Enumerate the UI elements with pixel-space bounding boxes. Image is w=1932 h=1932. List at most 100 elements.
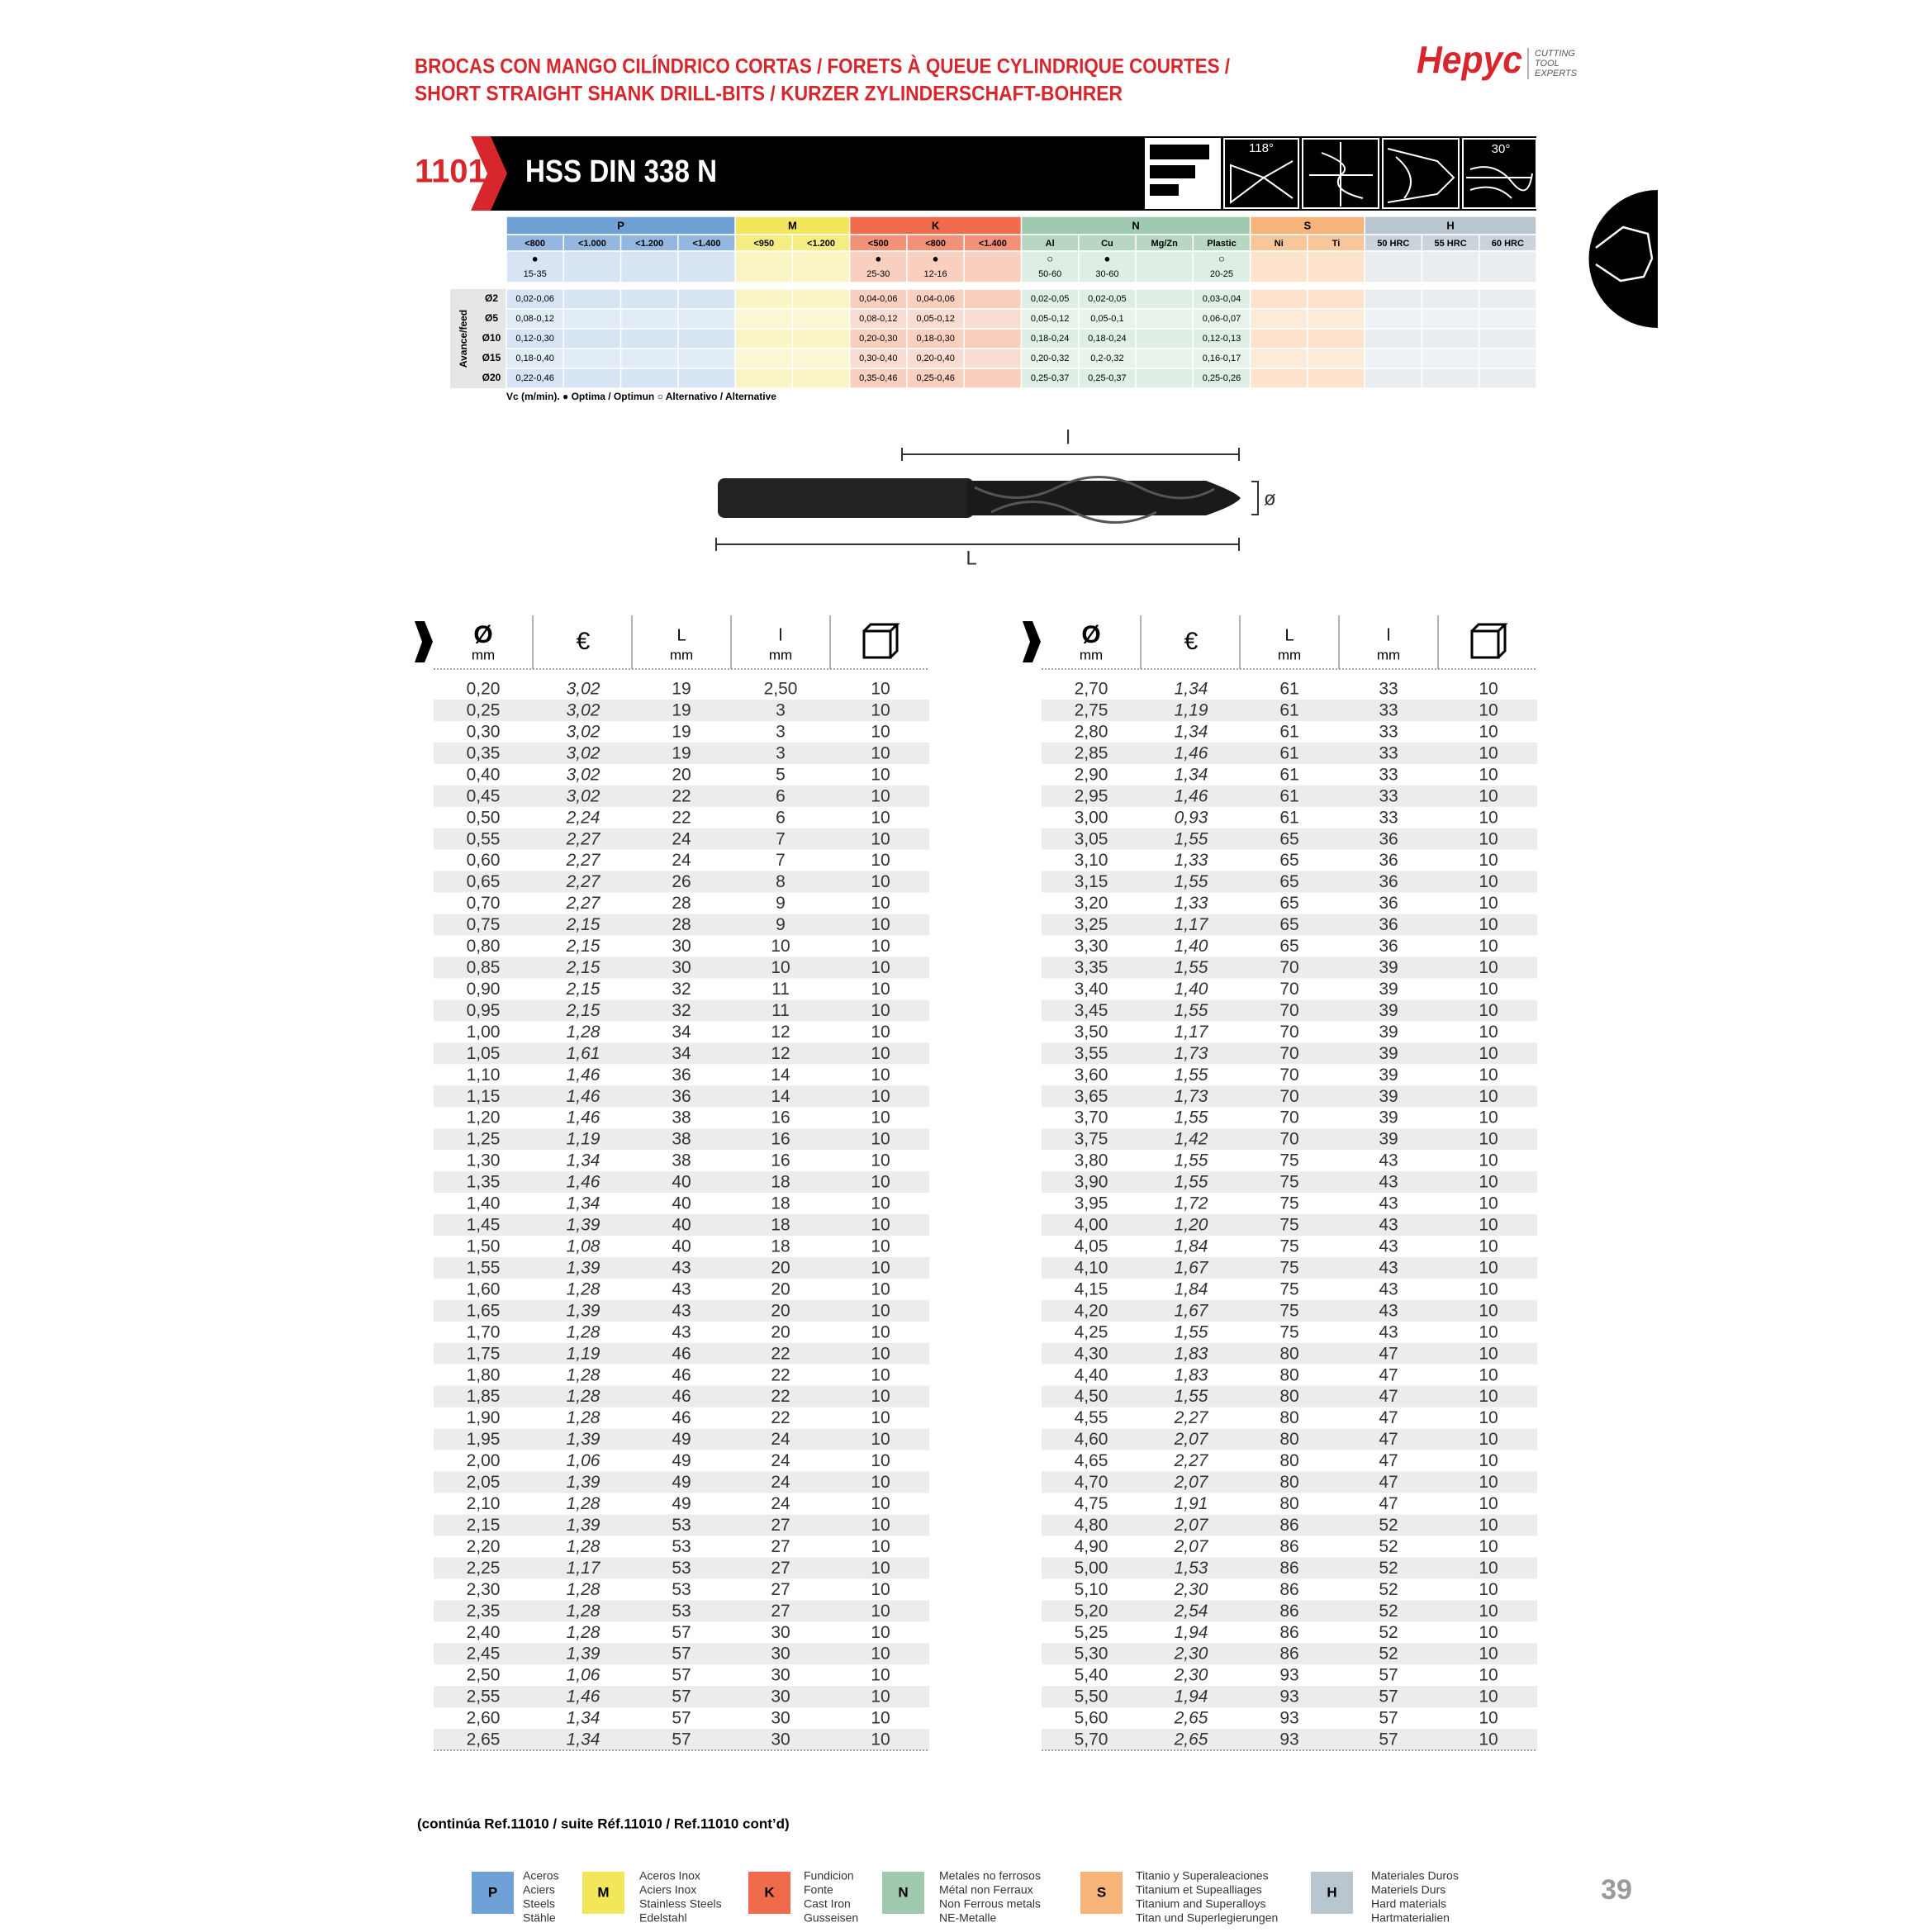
feed-value: 0,02-0,06: [515, 294, 553, 304]
cell: 43: [1379, 1151, 1398, 1170]
cell: 10: [1479, 1173, 1498, 1192]
row-shade: [1042, 1557, 1537, 1579]
cell: 10: [1479, 786, 1498, 805]
cutting-speed: 30-60: [1095, 269, 1118, 279]
cell: 27: [771, 1559, 790, 1578]
cell: 1,72: [1175, 1194, 1208, 1213]
feed-value: 0,03-0,04: [1203, 294, 1241, 304]
row-shade: [434, 999, 929, 1022]
feed-cell: [963, 288, 1023, 310]
row-shade: [1042, 828, 1537, 850]
feed-cell: [619, 348, 679, 369]
cell: 10: [871, 680, 890, 699]
legend-swatch: [1311, 1872, 1353, 1914]
cell: 20: [771, 1279, 790, 1298]
cell: 10: [1479, 1279, 1498, 1298]
cell: 12: [771, 1023, 790, 1042]
cell: 46: [672, 1365, 691, 1384]
feed-value: 0,18-0,40: [515, 354, 553, 363]
cell: 1,46: [1175, 786, 1208, 805]
cell: 1,28: [567, 1494, 600, 1513]
legend-text: Titan und Superlegierungen: [1136, 1911, 1278, 1925]
feed-value: 0,04-0,06: [859, 294, 897, 304]
column-label: <800: [525, 239, 545, 249]
cell: 10: [1479, 1301, 1498, 1320]
cell: 24: [771, 1473, 790, 1492]
cell: 1,83: [1175, 1365, 1208, 1384]
cell: 1,55: [1175, 1108, 1208, 1127]
cell: 2,27: [1174, 1451, 1209, 1470]
cell: 10: [1479, 958, 1498, 977]
row-shade: [434, 1385, 929, 1407]
cell: 10: [1479, 1258, 1498, 1277]
cell: 2,07: [1174, 1537, 1209, 1556]
cell: 3,35: [1075, 958, 1108, 977]
cell: 2,50: [467, 1666, 501, 1685]
cell: 8: [776, 872, 786, 891]
cell: 10: [871, 1430, 890, 1449]
legend-text: Metales no ferrosos: [939, 1869, 1041, 1882]
cell: 2,95: [1075, 786, 1108, 805]
cell: 14: [771, 1066, 790, 1085]
cell: 36: [1379, 872, 1398, 891]
cell: 1,84: [1175, 1279, 1208, 1298]
cell: 10: [1479, 1023, 1498, 1042]
cell: 40: [672, 1216, 691, 1235]
cell: 20: [771, 1258, 790, 1277]
cell: 1,28: [567, 1387, 600, 1406]
cell: 2,07: [1174, 1516, 1209, 1535]
cell: 40: [672, 1237, 691, 1256]
feed-cell: [1364, 368, 1423, 389]
row-shade: [434, 1729, 929, 1751]
cell: 2,15: [467, 1516, 501, 1535]
cell: 1,55: [1175, 829, 1208, 848]
row-shade: [434, 1643, 929, 1665]
cell: 57: [1379, 1730, 1398, 1749]
cell: 2,10: [467, 1494, 501, 1513]
cell: 0,35: [467, 743, 501, 762]
cell: 10: [871, 722, 890, 741]
column-unit: mm: [1080, 647, 1103, 662]
cell: 10: [1479, 1344, 1498, 1363]
cell: 70: [1279, 1066, 1298, 1085]
row-shade: [434, 1042, 929, 1065]
cell: 1,39: [567, 1645, 600, 1664]
cell: 1,28: [567, 1023, 600, 1042]
cell: 2,27: [566, 829, 601, 848]
cell: 10: [1479, 872, 1498, 891]
feed-cell: [1307, 308, 1365, 330]
cell: 1,60: [467, 1279, 501, 1298]
cell: 1,55: [1175, 1387, 1208, 1406]
cell: 3,75: [1075, 1130, 1108, 1149]
feed-cell: [1135, 348, 1194, 369]
cell: 10: [1479, 915, 1498, 934]
cell: 10: [871, 1301, 890, 1320]
feed-value: 0,05-0,12: [916, 314, 954, 324]
cell: 18: [771, 1194, 790, 1213]
cell: 2,15: [566, 937, 600, 956]
cell: 1,06: [567, 1666, 600, 1685]
cell: 3,02: [567, 701, 600, 720]
cell: 3: [776, 722, 786, 741]
row-shade: [1042, 1729, 1537, 1751]
feed-cell: [1421, 328, 1480, 349]
cell: 1,34: [567, 1709, 600, 1728]
cell: 10: [1479, 1516, 1498, 1535]
legend-swatch: [582, 1872, 624, 1914]
feed-value: 0,22-0,46: [515, 373, 553, 383]
cell: 1,55: [1175, 1322, 1208, 1341]
icon-box: [1302, 138, 1379, 209]
cell: 7: [776, 851, 786, 870]
column-unit: mm: [472, 647, 495, 662]
cell: 65: [1279, 915, 1298, 934]
cell: 1,20: [467, 1108, 501, 1127]
cell: 1,55: [1175, 1151, 1208, 1170]
cell: 2,54: [1174, 1602, 1208, 1621]
legend-text: Cast Iron: [804, 1897, 851, 1911]
icon-angle: [1230, 160, 1294, 204]
cell: 9: [776, 915, 786, 934]
title: BROCAS CON MANGO CILÍNDRICO CORTAS / FOR…: [415, 55, 1230, 78]
feed-cell: [1364, 348, 1423, 369]
cell: 10: [1479, 1365, 1498, 1384]
feed-cell: [619, 288, 679, 310]
